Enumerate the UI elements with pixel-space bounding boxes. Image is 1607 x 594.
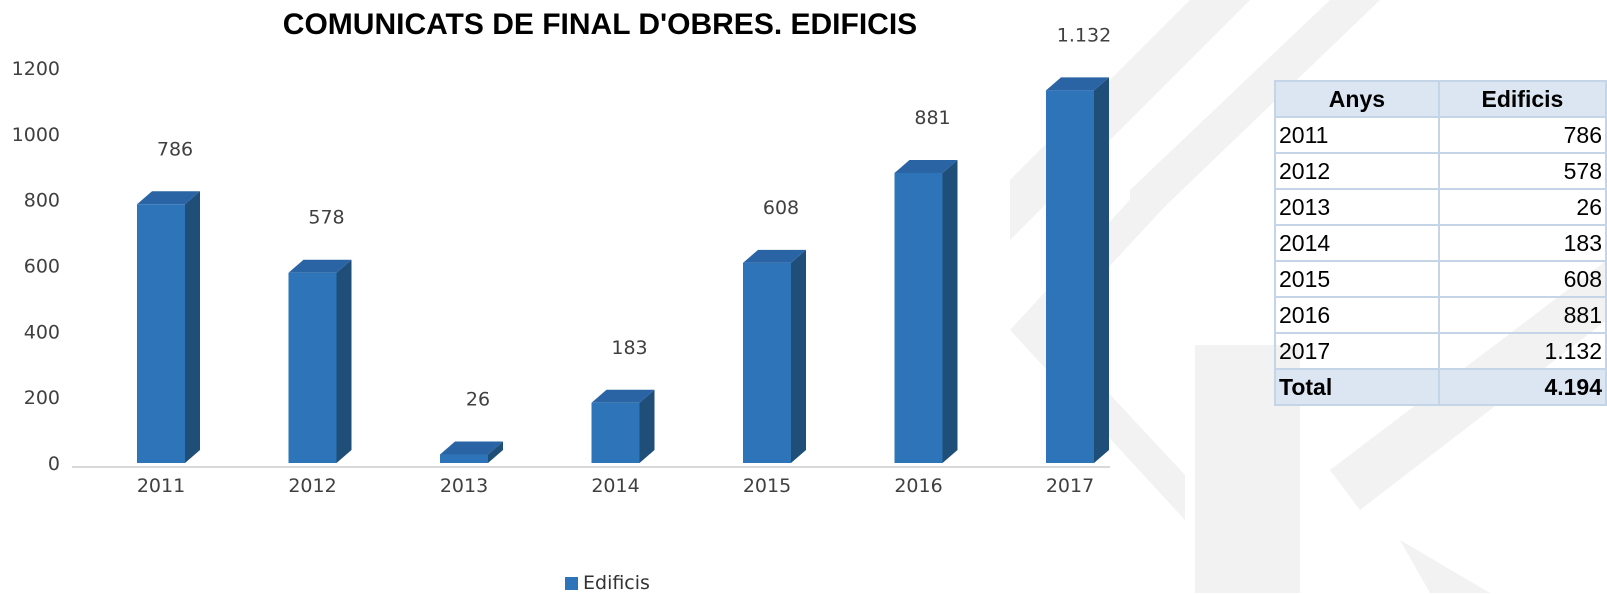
bar-top xyxy=(894,160,958,174)
table-row: 2015 608 xyxy=(1274,260,1607,298)
table-row: 2014 183 xyxy=(1274,224,1607,262)
table-cell-year: 2011 xyxy=(1274,116,1440,154)
x-tick-label: 2014 xyxy=(591,475,639,497)
legend-label: Edificis xyxy=(583,572,650,594)
bar-top xyxy=(137,191,200,205)
table-cell-value: 183 xyxy=(1437,224,1607,262)
table-cell-year: 2012 xyxy=(1274,152,1440,190)
y-tick-label: 1200 xyxy=(12,58,60,80)
x-tick-label: 2013 xyxy=(440,475,488,497)
bar-top xyxy=(440,441,503,455)
table-cell-year: 2014 xyxy=(1274,224,1440,262)
data-label: 1.132 xyxy=(1057,24,1111,46)
bar xyxy=(137,204,185,463)
data-table: Anys Edificis 2011 786 2012 578 2013 26 201… xyxy=(1274,80,1607,406)
bar xyxy=(1046,90,1094,463)
table-total-label: Total xyxy=(1274,368,1440,406)
chart-legend: Edificis xyxy=(565,572,650,594)
table-cell-value: 26 xyxy=(1437,188,1607,226)
bar xyxy=(894,173,943,464)
table-total-value: 4.194 xyxy=(1437,368,1607,406)
bar-side xyxy=(336,259,352,463)
bar xyxy=(743,262,791,463)
y-tick-label: 400 xyxy=(24,321,60,343)
y-tick-label: 600 xyxy=(24,256,60,278)
x-tick-label: 2012 xyxy=(288,475,336,497)
table-cell-value: 1.132 xyxy=(1437,332,1607,370)
bar-side xyxy=(791,249,806,463)
table-row: 2013 26 xyxy=(1274,188,1607,226)
data-label: 881 xyxy=(914,107,950,129)
column-header-buildings: Edificis xyxy=(1437,80,1607,118)
table-cell-value: 881 xyxy=(1437,296,1607,334)
bar-side xyxy=(488,441,503,463)
bar-side xyxy=(185,191,200,463)
x-tick-label: 2011 xyxy=(137,475,185,497)
bar xyxy=(591,402,640,463)
table-cell-year: 2015 xyxy=(1274,260,1440,298)
chart-title: COMUNICATS DE FINAL D'OBRES. EDIFICIS xyxy=(282,8,918,41)
table-row: 2011 786 xyxy=(1274,116,1607,154)
bar-side xyxy=(639,389,655,463)
table-row: 2012 578 xyxy=(1274,152,1607,190)
table-total-row: Total 4.194 xyxy=(1274,368,1607,406)
table-row: 2016 881 xyxy=(1274,296,1607,334)
table-header-row: Anys Edificis xyxy=(1274,80,1607,118)
y-tick-label: 0 xyxy=(48,453,60,475)
column-header-years: Anys xyxy=(1274,80,1440,118)
bar-side xyxy=(942,160,958,464)
table-cell-year: 2017 xyxy=(1274,332,1440,370)
table-row: 2017 1.132 xyxy=(1274,332,1607,370)
y-tick-label: 1000 xyxy=(12,124,60,146)
bar-top xyxy=(1046,77,1109,91)
data-label: 786 xyxy=(157,138,193,160)
data-label: 26 xyxy=(466,388,490,410)
table-cell-value: 608 xyxy=(1437,260,1607,298)
data-label: 183 xyxy=(611,337,647,359)
bar xyxy=(440,454,488,463)
table-cell-value: 578 xyxy=(1437,152,1607,190)
x-tick-label: 2015 xyxy=(743,475,791,497)
bar-side xyxy=(1094,77,1109,463)
bar-top xyxy=(743,249,806,263)
x-tick-label: 2017 xyxy=(1046,475,1094,497)
table-cell-year: 2013 xyxy=(1274,188,1440,226)
y-tick-label: 800 xyxy=(24,190,60,212)
legend-swatch xyxy=(565,576,578,590)
table-cell-year: 2016 xyxy=(1274,296,1440,334)
table-cell-value: 786 xyxy=(1437,116,1607,154)
bar-top xyxy=(288,259,352,273)
y-tick-label: 200 xyxy=(24,387,60,409)
data-label: 578 xyxy=(308,207,344,229)
bar xyxy=(288,272,337,463)
bar-top xyxy=(591,389,655,403)
x-tick-label: 2016 xyxy=(894,475,942,497)
data-label: 608 xyxy=(763,197,799,219)
